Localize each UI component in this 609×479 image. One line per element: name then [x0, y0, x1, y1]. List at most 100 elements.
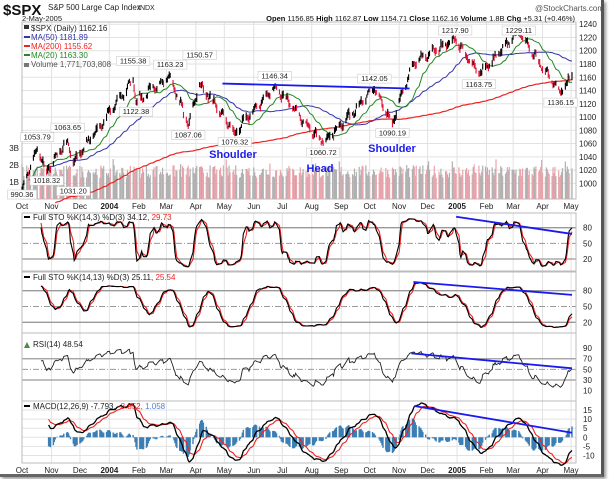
x-tick-label: Oct: [363, 202, 376, 211]
pattern-label-shoulder: Shoulder: [209, 149, 257, 161]
annotation-box: [543, 97, 578, 108]
x-tick-label: Sep: [334, 466, 349, 475]
legend-sto1: Full STO %K(14,3) %D(3) 34.12, 29.73: [33, 213, 172, 222]
price-annotation: 1090.19: [375, 128, 410, 138]
price-annotation: 1150.57: [182, 50, 217, 60]
annotation-label: 1155.38: [120, 56, 147, 65]
x-tick-label: Feb: [480, 466, 494, 475]
x-tick-label: 2004: [100, 202, 118, 211]
price-annotation: 1229.11: [501, 25, 536, 36]
exchange: INDX: [138, 5, 155, 12]
price-annotation: 1142.05: [357, 73, 392, 84]
price-annotation: 1087.06: [171, 130, 206, 140]
sto2-tick-label: 80: [583, 287, 592, 296]
x-tick-label: Jun: [247, 466, 260, 475]
volume-tick-label: 2B: [9, 161, 19, 170]
sto2-tick-label: 50: [583, 302, 592, 311]
x-tick-label: Dec: [73, 202, 87, 211]
macd-tick-label: 10: [583, 415, 592, 424]
index-name: S&P 500 Large Cap Index: [48, 3, 141, 12]
x-tick-label: Mar: [159, 466, 173, 475]
x-tick-label: Dec: [73, 466, 87, 475]
price-tick-label: 1120: [579, 100, 597, 109]
x-tick-label: Oct: [16, 466, 29, 475]
rsi-legend: RSI(14) 48.54: [24, 340, 83, 349]
rsi-tick-label: 50: [583, 365, 592, 374]
annotation-box: [217, 137, 252, 148]
x-tick-label: Apr: [190, 466, 203, 475]
x-tick-label: Dec: [420, 202, 434, 211]
bar-chart-icon: [24, 25, 29, 29]
x-tick-label: Aug: [305, 202, 319, 211]
sto1-k-line: [40, 218, 573, 268]
price-annotation: 1060.72: [306, 147, 341, 158]
x-tick-label: Apr: [536, 202, 549, 211]
panel-border: [21, 21, 577, 200]
price-tick-label: 1160: [579, 73, 597, 82]
annotation-label: 1031.20: [60, 187, 87, 196]
rsi-tick-label: 30: [583, 376, 592, 385]
sto2-d-line: [40, 282, 573, 328]
annotation-box: [438, 25, 473, 36]
sto2-legend: Full STO %K(14,13) %D(3) 25.11, 25.54: [24, 273, 176, 282]
annotation-box: [116, 56, 151, 66]
x-tick-label: May: [217, 466, 232, 475]
annotation-label: 1150.57: [186, 51, 213, 60]
sto2-k-line: [40, 282, 573, 329]
annotation-label: 1060.72: [310, 148, 337, 157]
x-tick-label: Mar: [506, 202, 520, 211]
symbol: $SPX: [3, 2, 41, 19]
price-tick-label: 1100: [579, 113, 597, 122]
annotation-box: [50, 122, 85, 133]
legend-rsi: RSI(14) 48.54: [33, 340, 83, 349]
annotation-label: 1163.23: [157, 60, 184, 69]
x-tick-label: Aug: [305, 466, 319, 475]
panel-boxes: [21, 21, 577, 464]
sto1-tick-label: 80: [583, 224, 592, 233]
macd-trendline: [414, 405, 573, 434]
x-tick-label: Nov: [44, 202, 58, 211]
price-trendline: [222, 82, 410, 90]
price-annotation: 1217.90: [438, 25, 473, 36]
price-annotation: 1031.20: [56, 186, 91, 196]
price-annotation: 1163.75: [461, 79, 496, 90]
volume-tick-label: 3B: [9, 144, 19, 153]
annotation-label: 1217.90: [442, 26, 469, 35]
x-tick-label: 2005: [448, 466, 466, 475]
price-annotation: 1146.34: [257, 71, 292, 81]
macd-tick-label: -10: [583, 452, 595, 461]
price-tick-label: 1040: [579, 153, 597, 162]
x-tick-label: Dec: [420, 466, 434, 475]
price-annotation: 1155.38: [116, 56, 151, 66]
x-tick-label: Nov: [44, 466, 58, 475]
rsi-tick-label: 70: [583, 355, 592, 364]
x-tick-label: Feb: [480, 202, 494, 211]
annotation-label: 1018.32: [33, 176, 60, 185]
x-tick-label: Feb: [132, 202, 146, 211]
annotation-box: [375, 128, 410, 138]
annotation-box: [357, 73, 392, 84]
macd-tick-label: -5: [583, 442, 591, 451]
pattern-label-head: Head: [307, 163, 334, 175]
x-tick-label: Feb: [132, 466, 146, 475]
macd-legend: MACD(12,26,9) -7.793, -8.852, 1.058: [24, 402, 166, 411]
annotation-box: [29, 175, 64, 186]
macd-tick-label: 15: [583, 406, 592, 415]
x-tick-label: Oct: [16, 202, 29, 211]
annotation-label: 1146.34: [261, 71, 288, 80]
x-tick-label: May: [563, 202, 578, 211]
annotation-label: 1090.19: [379, 129, 406, 138]
x-tick-label: Jul: [277, 466, 287, 475]
price-annotation: 1063.65: [50, 122, 85, 133]
volume-tick-label: 1B: [9, 178, 19, 187]
x-tick-label: 2004: [100, 466, 118, 475]
chart-marks: Shoulder Head Shoulder 990.36 1053.79 1018.32…: [7, 25, 578, 466]
sto1-legend: Full STO %K(14,3) %D(3) 34.12, 29.73: [24, 213, 172, 222]
macd-line: [48, 402, 573, 466]
annotation-box: [306, 147, 341, 158]
x-tick-label: Mar: [506, 466, 520, 475]
annotation-label: 1053.79: [24, 133, 51, 142]
x-tick-label: Nov: [392, 466, 406, 475]
